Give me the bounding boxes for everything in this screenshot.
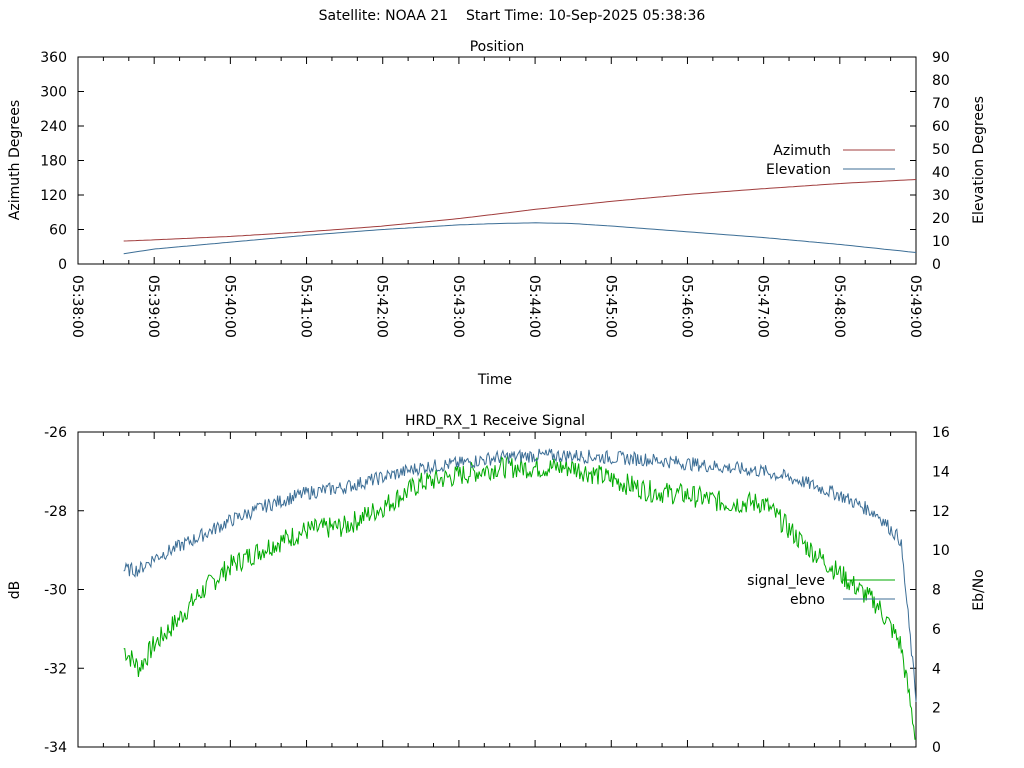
- position-chart-title: Position: [470, 39, 525, 55]
- y2-tick-label: 2: [932, 701, 941, 717]
- y2-tick-label: 8: [932, 583, 941, 599]
- y-tick-label: -28: [44, 504, 67, 520]
- receive-signal-y-ticks: -26 -28 -30 -32 -34: [44, 425, 916, 756]
- y2-tick-label: 90: [932, 50, 950, 66]
- x-tick-label: 05:48:00: [831, 275, 847, 338]
- y2-tick-label: 50: [932, 142, 950, 158]
- y-tick-label: 60: [49, 223, 67, 239]
- y-tick-label: -30: [44, 583, 67, 599]
- position-chart: Position 0 60 120 180 240 300 360 0 10 20 30 40 50 6…: [7, 39, 987, 388]
- y-tick-label: -32: [44, 661, 67, 677]
- receive-signal-chart: HRD_RX_1 Receive Signal -26-28-30-32-34 …: [7, 413, 987, 756]
- position-y2-ticks: 0 10 20 30 40 50 60 70 80 90: [932, 50, 950, 273]
- y2-tick-label: 12: [932, 504, 950, 520]
- position-y-ticks: 0 60 120 180 240 300 360: [40, 50, 916, 273]
- series-line-ebno: [123, 447, 917, 703]
- y2-tick-label: 10: [932, 543, 950, 559]
- position-legend: Azimuth Elevation: [766, 143, 895, 178]
- y-tick-label: 360: [40, 50, 67, 66]
- x-tick-label: 05:45:00: [602, 275, 618, 338]
- y2-tick-label: 14: [932, 464, 950, 480]
- y2-tick-label: 80: [932, 73, 950, 89]
- y2-tick-label: 30: [932, 188, 950, 204]
- y-tick-label: 300: [40, 85, 67, 101]
- series-line-azimuth: [123, 179, 917, 242]
- position-x-ticks: 05:38:00 05:39:00 05:40:00 05:41:00 05:42:00…: [69, 57, 923, 338]
- position-x-axis-label: Time: [477, 372, 512, 388]
- x-tick-label: 05:49:00: [907, 275, 923, 338]
- y-tick-label: 0: [58, 257, 67, 273]
- y2-tick-label: 70: [932, 96, 950, 112]
- series-line-elevation: [123, 222, 917, 255]
- x-tick-label: 05:40:00: [221, 275, 237, 338]
- receive-signal-y-axis-label: dB: [7, 581, 23, 600]
- y2-tick-label: 10: [932, 234, 950, 250]
- receive-signal-series: [123, 447, 917, 740]
- y2-tick-label: 0: [932, 257, 941, 273]
- legend-label: Elevation: [766, 162, 831, 178]
- x-tick-label: 05:41:00: [298, 275, 314, 338]
- y-tick-label: 240: [40, 119, 67, 135]
- series-line-signal-leve: [123, 454, 917, 740]
- y2-tick-label: 6: [932, 622, 941, 638]
- legend-label: Azimuth: [773, 143, 831, 159]
- x-tick-label: 05:42:00: [374, 275, 390, 338]
- y-tick-label: -26: [44, 425, 67, 441]
- position-y-axis-label: Azimuth Degrees: [7, 100, 23, 220]
- y2-tick-label: 20: [932, 211, 950, 227]
- x-tick-label: 05:43:00: [450, 275, 466, 338]
- y2-tick-label: 40: [932, 165, 950, 181]
- page-title: Satellite: NOAA 21 Start Time: 10-Sep-20…: [318, 8, 706, 24]
- y2-tick-label: 0: [932, 740, 941, 756]
- receive-signal-chart-title: HRD_RX_1 Receive Signal: [405, 413, 585, 429]
- position-y2-axis-label: Elevation Degrees: [971, 96, 987, 224]
- y-tick-label: 180: [40, 154, 67, 170]
- y-tick-label: 120: [40, 188, 67, 204]
- x-tick-label: 05:38:00: [69, 275, 85, 338]
- position-series: [123, 179, 917, 255]
- y2-tick-label: 60: [932, 119, 950, 135]
- receive-signal-x-ticks: [77, 432, 917, 747]
- position-plot-frame: [77, 56, 917, 265]
- y-tick-label: -34: [44, 740, 67, 756]
- y2-tick-label: 4: [932, 661, 941, 677]
- receive-signal-y2-ticks: 0 2 4 6 8 10 12 14 16: [932, 425, 950, 756]
- receive-signal-y2-axis-label: Eb/No: [971, 569, 987, 611]
- legend-label: signal_leve: [747, 573, 825, 589]
- x-tick-label: 05:46:00: [678, 275, 694, 338]
- legend-label: ebno: [790, 592, 825, 608]
- x-tick-label: 05:39:00: [145, 275, 161, 338]
- x-tick-label: 05:47:00: [755, 275, 771, 338]
- x-tick-label: 05:44:00: [526, 275, 542, 338]
- y2-tick-label: 16: [932, 425, 950, 441]
